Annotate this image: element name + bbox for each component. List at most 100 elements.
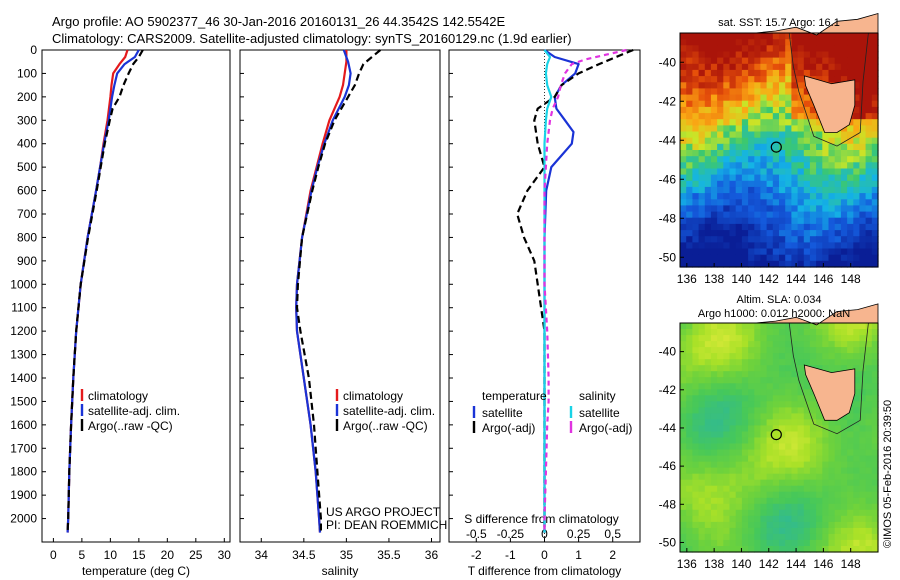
map-cell	[748, 419, 755, 426]
map-cell	[741, 162, 749, 170]
map-cell	[717, 63, 724, 71]
map-cell	[723, 546, 731, 553]
map-cell	[680, 199, 687, 207]
map-cell	[822, 248, 830, 256]
map-cell	[754, 205, 762, 213]
map-cell	[729, 383, 737, 390]
map-cell	[741, 521, 749, 529]
map-cell	[847, 76, 854, 83]
map-cell	[779, 401, 786, 408]
map-cell	[754, 419, 762, 426]
map-cell	[791, 82, 799, 90]
map-cell	[686, 119, 693, 126]
x-tick-label: -1	[505, 548, 516, 562]
map-cell	[791, 76, 799, 83]
map-cell	[686, 323, 693, 330]
map-cell	[828, 485, 836, 493]
map-cell	[779, 125, 786, 133]
map-cell	[847, 254, 854, 262]
map-cell	[853, 168, 861, 176]
map-cell	[698, 186, 706, 194]
map-cell	[803, 162, 811, 170]
map-cell	[704, 455, 712, 463]
map-cell	[723, 383, 731, 390]
map-cell	[723, 413, 731, 420]
map-cell	[809, 223, 817, 231]
map-cell	[828, 180, 836, 188]
map-cell	[710, 131, 718, 139]
map-cell	[847, 131, 854, 139]
map-cell	[741, 236, 749, 243]
map-cell	[698, 260, 706, 268]
map-cell	[840, 485, 848, 493]
map-cell	[816, 180, 823, 188]
map-cell	[704, 33, 712, 40]
map-cell	[710, 180, 718, 188]
map-cell	[803, 491, 811, 499]
map-cell	[816, 205, 823, 213]
map-cell	[729, 230, 737, 237]
map-cell	[865, 473, 873, 481]
map-cell	[847, 205, 854, 213]
map-cell	[723, 395, 731, 402]
map-cell	[748, 546, 755, 553]
map-cell	[772, 88, 780, 96]
map-cell	[686, 33, 693, 40]
map-cell	[748, 341, 755, 348]
map-cell	[754, 39, 762, 46]
map-cell	[680, 186, 687, 194]
map-cell	[710, 100, 718, 108]
map-cell	[754, 199, 762, 207]
map-cell	[834, 260, 842, 268]
map-cell	[797, 113, 805, 120]
map-cell	[785, 371, 792, 378]
map-cell	[822, 335, 830, 342]
map-cell	[803, 503, 811, 511]
map-cell	[735, 515, 743, 523]
map-cell	[834, 76, 842, 83]
map-cell	[729, 347, 737, 354]
map-cell	[871, 431, 879, 439]
map-cell	[686, 57, 693, 65]
map-cell	[834, 443, 842, 451]
map-cell	[760, 347, 768, 354]
map-cell	[692, 100, 700, 108]
map-cell	[803, 119, 811, 126]
map-cell	[853, 407, 861, 414]
map-cell	[735, 162, 743, 170]
map-cell	[791, 254, 799, 262]
map-cell	[692, 527, 700, 535]
map-cell	[710, 365, 718, 372]
map-cell	[803, 413, 811, 420]
map-cell	[723, 254, 731, 262]
map-cell	[803, 425, 811, 432]
legend-label: Argo(..raw -QC)	[88, 419, 173, 433]
map-cell	[779, 63, 786, 71]
map-cell	[766, 205, 774, 213]
map-cell	[865, 443, 873, 451]
map-cell	[735, 341, 743, 348]
map-cell	[772, 503, 780, 511]
map-cell	[847, 413, 854, 420]
map-cell	[760, 353, 768, 360]
map-cell	[772, 69, 780, 77]
map-cell	[704, 150, 712, 157]
map-cell	[791, 371, 799, 378]
map-cell	[698, 94, 706, 102]
map-cell	[816, 521, 823, 529]
map-cell	[741, 491, 749, 499]
map-cell	[723, 180, 731, 188]
map-cell	[704, 156, 712, 163]
map-cell	[797, 377, 805, 384]
map-cell	[748, 395, 755, 402]
map-cell	[834, 131, 842, 139]
map-cell	[847, 51, 854, 59]
map-cell	[847, 248, 854, 256]
map-cell	[791, 455, 799, 463]
map-cell	[748, 491, 755, 499]
map-title: Altim. SLA: 0.034	[737, 294, 822, 306]
map-cell	[840, 45, 848, 53]
map-cell	[779, 150, 786, 157]
map-cell	[680, 323, 687, 330]
map-cell	[809, 236, 817, 243]
